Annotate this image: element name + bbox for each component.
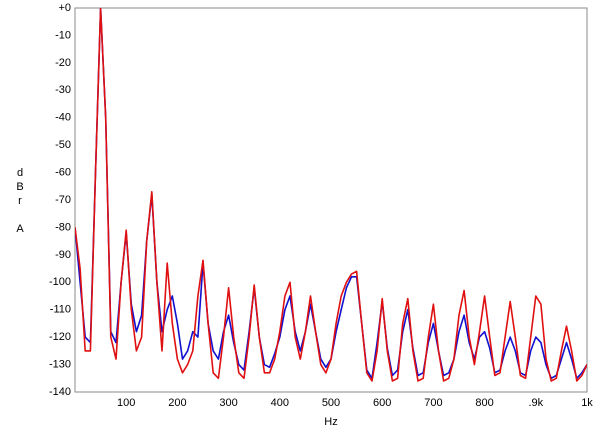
y-tick-label: +0 [58,2,71,14]
x-tick-label: .9k [528,397,543,409]
y-axis-label: B [16,181,23,193]
series-line [75,8,587,382]
y-tick-label: -80 [55,221,71,233]
x-tick-label: 700 [424,397,442,409]
y-tick-label: -10 [55,29,71,41]
y-tick-label: -120 [49,331,71,343]
y-axis-label: A [16,223,24,235]
y-tick-label: -20 [55,57,71,69]
y-tick-label: -50 [55,139,71,151]
y-tick-label: -130 [49,358,71,370]
y-tick-label: -60 [55,166,71,178]
x-tick-label: 100 [117,397,135,409]
y-axis-label: r [18,195,22,207]
y-tick-label: -70 [55,194,71,206]
x-tick-label: 600 [373,397,391,409]
y-tick-label: -140 [49,386,71,398]
x-tick-label: 400 [271,397,289,409]
y-tick-label: -40 [55,112,71,124]
y-tick-label: -110 [50,304,71,316]
x-tick-label: 200 [168,397,186,409]
y-tick-label: -30 [55,84,71,96]
y-tick-label: -90 [55,249,71,261]
x-axis-label: Hz [324,416,337,428]
x-tick-label: 800 [475,397,493,409]
x-tick-label: 300 [219,397,237,409]
y-tick-label: -100 [49,276,71,288]
x-tick-label: 500 [322,397,340,409]
x-tick-label: 1k [581,397,593,409]
y-axis-label: d [17,167,23,179]
